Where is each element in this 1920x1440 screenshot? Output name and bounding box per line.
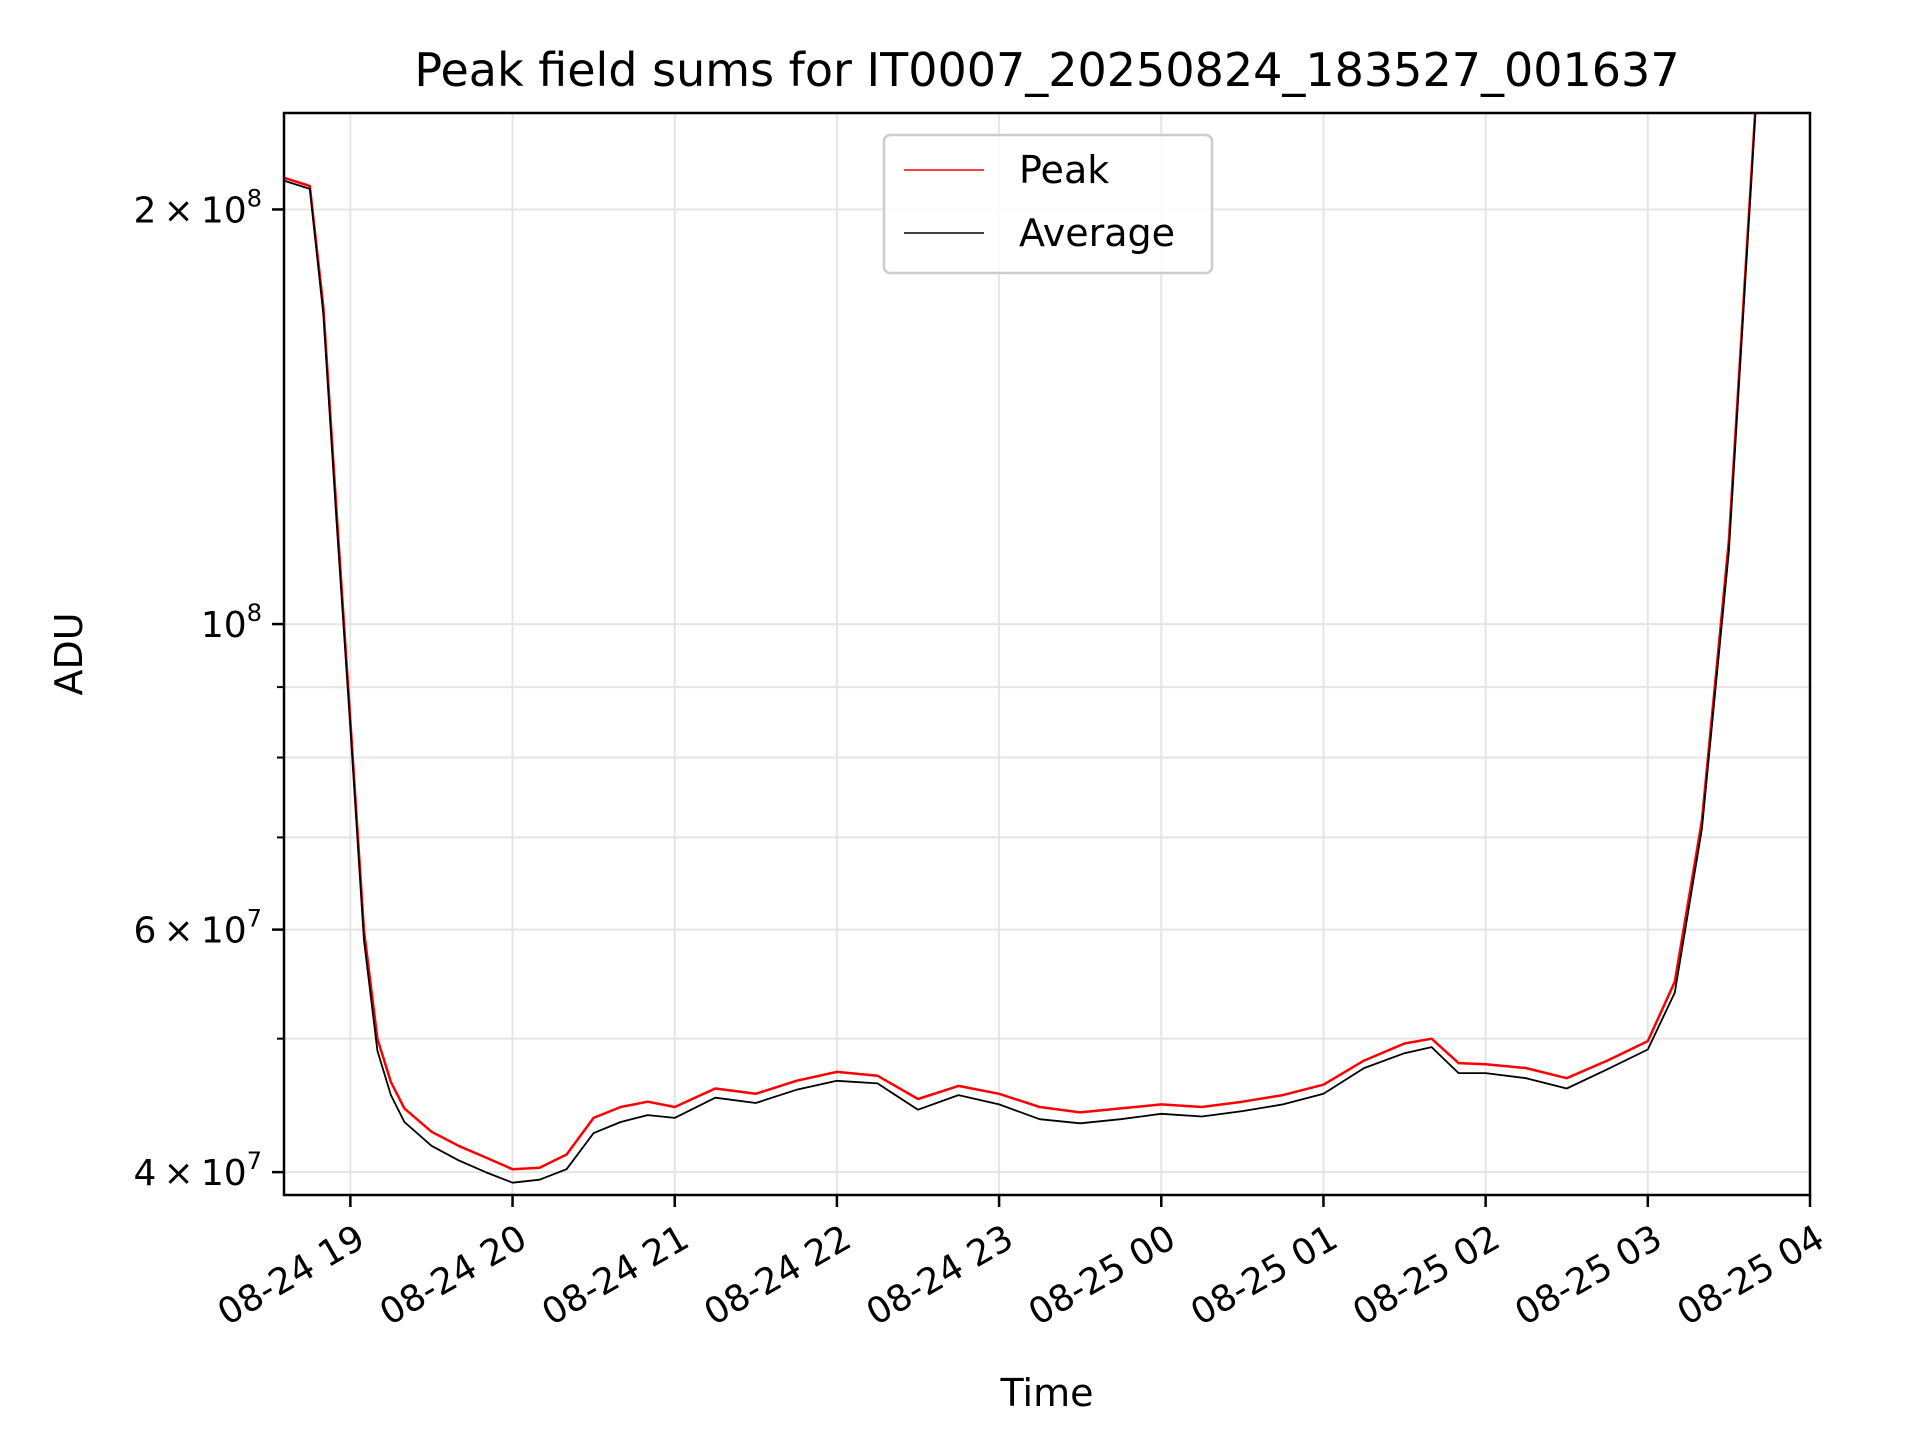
y-axis-ticks: 4 × 107 6 × 107 108 2 × 108 bbox=[133, 184, 284, 1194]
y-axis-label: ADU bbox=[47, 612, 91, 695]
legend-label-average: Average bbox=[1019, 211, 1175, 255]
legend: Peak Average bbox=[882, 133, 1214, 275]
y-tick-label: 2 × 108 bbox=[133, 184, 262, 231]
series-line-peak bbox=[284, 113, 1757, 1171]
series-layer bbox=[284, 113, 1757, 1184]
y-tick-label: 108 bbox=[201, 599, 262, 646]
y-tick-label: 6 × 107 bbox=[133, 905, 262, 952]
x-axis-label: Time bbox=[1000, 1371, 1094, 1415]
series-line-average bbox=[284, 113, 1757, 1184]
plot-area bbox=[284, 113, 1757, 1184]
chart-title: Peak field sums for IT0007_20250824_1835… bbox=[414, 43, 1679, 97]
legend-label-peak: Peak bbox=[1019, 148, 1109, 192]
y-tick-label: 4 × 107 bbox=[133, 1147, 262, 1194]
plot-frame bbox=[282, 111, 1812, 1197]
